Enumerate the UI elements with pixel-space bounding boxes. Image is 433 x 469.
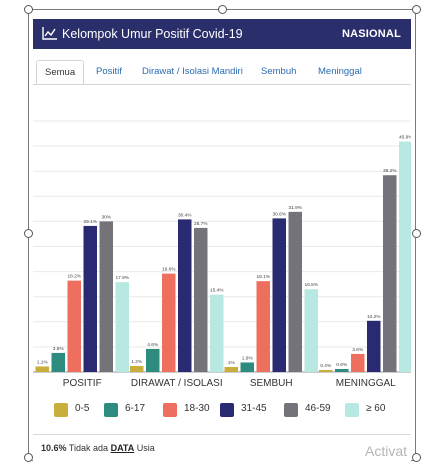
tab-divider: [33, 84, 411, 85]
bar-value-label: 19.6%: [162, 267, 176, 273]
bar: [319, 369, 333, 372]
bar: [335, 368, 349, 372]
footer-text-before: Tidak ada: [68, 443, 109, 453]
tab-bar: Semua Positif Dirawat / Isolasi Mandiri …: [33, 56, 411, 84]
line-chart-icon: [42, 27, 57, 45]
bar-value-label: 29.1%: [83, 219, 97, 225]
bar-value-label: 3.8%: [53, 346, 65, 352]
chart-title: Kelompok Umur Positif Covid-19: [62, 27, 243, 41]
legend-label: 46-59: [305, 403, 331, 414]
bar: [272, 218, 286, 372]
bar-value-label: 1.2%: [131, 359, 143, 365]
bar-value-label: 3.6%: [352, 347, 364, 353]
bar: [99, 221, 113, 372]
bar-value-label: 45.9%: [399, 135, 411, 141]
tab-sembuh[interactable]: Sembuh: [261, 66, 297, 77]
bar: [383, 175, 397, 372]
bar: [178, 219, 192, 372]
bar-value-label: 1.9%: [242, 355, 254, 361]
bar: [240, 362, 254, 372]
resize-handle-top-center[interactable]: [218, 5, 227, 14]
resize-handle-top-right[interactable]: [412, 5, 421, 14]
legend-label: 31-45: [241, 403, 267, 414]
legend-label: 6-17: [125, 403, 146, 414]
bar: [115, 282, 129, 372]
legend-swatch: [284, 403, 298, 417]
bar-value-label: 0.4%: [320, 363, 332, 369]
chart-header: Kelompok Umur Positif Covid-19 NASIONAL: [33, 19, 411, 49]
data-link[interactable]: DATA: [110, 443, 135, 453]
legend-swatch: [220, 403, 234, 417]
bar-value-label: 30.6%: [272, 211, 286, 217]
bar-chart: 1.1% 3.8% 18.2% 29.1% 30% 17.9% POSITIF 1.2% 4.6…: [33, 120, 411, 389]
bar-value-label: 30.4%: [178, 212, 192, 218]
resize-handle-top-left[interactable]: [24, 5, 33, 14]
legend-label: 18-30: [184, 403, 210, 414]
legend-label: 0-5: [75, 403, 90, 414]
activation-watermark: Activat: [365, 443, 408, 459]
chart-card: Kelompok Umur Positif Covid-19 NASIONAL …: [33, 14, 411, 462]
bar: [351, 353, 365, 372]
bar: [130, 365, 144, 372]
bar-value-label: 16.5%: [304, 282, 318, 288]
legend-swatch: [345, 403, 359, 417]
bar: [51, 352, 65, 372]
bar: [146, 348, 160, 372]
bar-value-label: 18.2%: [67, 274, 81, 280]
bar: [367, 320, 381, 372]
legend-swatch: [163, 403, 177, 417]
x-tick-label: DIRAWAT / ISOLASI: [131, 378, 223, 389]
legend-swatch: [54, 403, 68, 417]
bar: [83, 225, 97, 372]
bar: [399, 141, 411, 372]
x-tick-label: POSITIF: [63, 378, 102, 389]
resize-handle-bottom-right[interactable]: [412, 453, 421, 462]
scope-badge: NASIONAL: [341, 28, 401, 40]
tab-semua[interactable]: Semua: [36, 60, 85, 84]
tab-dirawat-isolasi[interactable]: Dirawat / Isolasi Mandiri: [142, 66, 243, 77]
footer-note: 10.6% Tidak ada DATA Usia: [41, 443, 155, 453]
bar: [304, 289, 318, 372]
bar: [194, 227, 208, 372]
resize-handle-middle-right[interactable]: [412, 229, 421, 238]
bar-value-label: 15.4%: [210, 288, 224, 294]
bar: [288, 211, 302, 372]
chart-legend: 0-5 6-17 18-30 31-45 46-59 ≥ 60: [33, 401, 411, 419]
bar-value-label: 31.9%: [288, 205, 302, 211]
bar-value-label: 28.7%: [194, 221, 208, 227]
legend-swatch: [104, 403, 118, 417]
bar-value-label: 0.6%: [336, 362, 348, 368]
footer-divider: [33, 434, 411, 435]
bar-value-label: 18.1%: [256, 274, 270, 280]
footer-text-after: Usia: [136, 443, 155, 453]
bar: [162, 273, 176, 372]
x-tick-label: SEMBUH: [250, 378, 293, 389]
resize-handle-bottom-left[interactable]: [24, 453, 33, 462]
legend-label: ≥ 60: [366, 403, 386, 414]
bar: [210, 294, 224, 372]
x-tick-label: MENINGGAL: [336, 378, 396, 389]
tab-meninggal[interactable]: Meninggal: [318, 66, 362, 77]
bar: [67, 280, 81, 372]
bar: [224, 366, 238, 372]
bar-value-label: 10.2%: [367, 314, 381, 320]
bar-value-label: 1%: [228, 360, 236, 366]
bar-value-label: 30%: [101, 214, 111, 220]
tab-positif[interactable]: Positif: [96, 66, 122, 77]
bar-value-label: 4.6%: [147, 342, 159, 348]
missing-age-percent: 10.6%: [41, 443, 67, 453]
bar-value-label: 39.2%: [383, 168, 397, 174]
bar: [35, 366, 49, 372]
resize-handle-middle-left[interactable]: [24, 229, 33, 238]
bar-value-label: 17.9%: [115, 275, 129, 281]
bar-value-label: 1.1%: [37, 359, 49, 365]
bar: [256, 281, 270, 372]
